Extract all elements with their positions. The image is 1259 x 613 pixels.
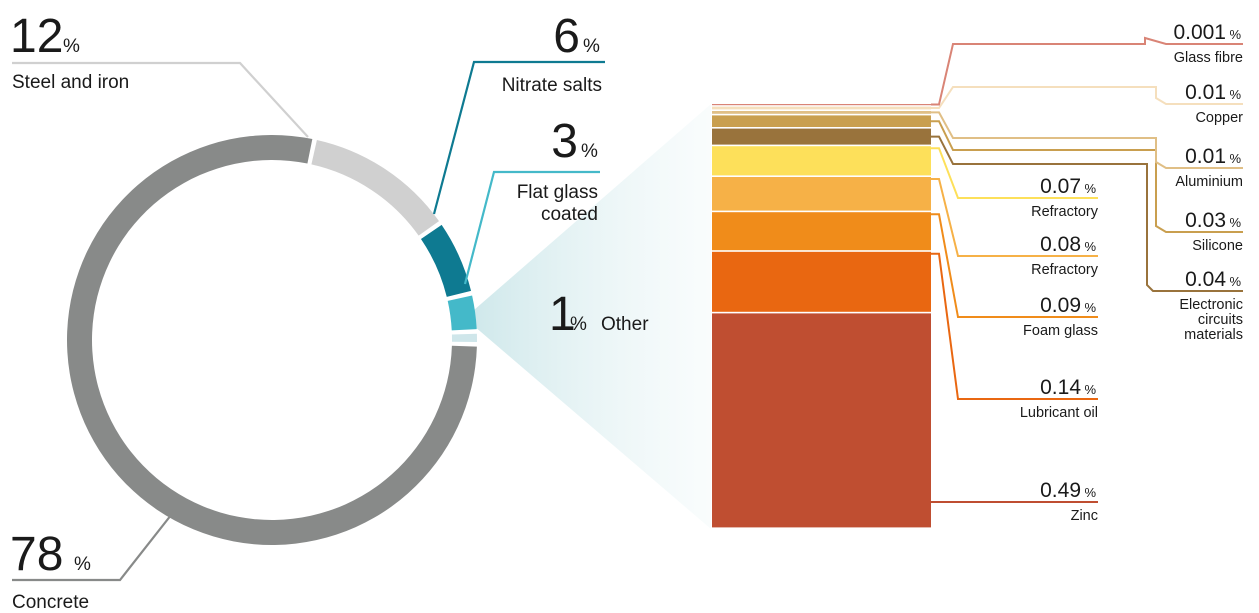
segment-unit-0: % [1084, 485, 1096, 500]
segment-unit-4: % [1084, 181, 1096, 196]
segment-value-4: 0.07 [1040, 175, 1081, 198]
leader-steel [12, 61, 309, 138]
segment-unit-9: % [1229, 27, 1241, 42]
column-segment-7 [712, 111, 931, 114]
segment-leader-4 [931, 147, 1098, 199]
segment-value-1: 0.14 [1040, 376, 1081, 399]
segment-label-6: Silicone [1192, 238, 1243, 254]
segment-value-6: 0.03 [1185, 209, 1226, 232]
segment-label-2: Foam glass [1023, 323, 1098, 339]
steel-value: 12 [10, 10, 63, 63]
steel-label: Steel and iron [12, 72, 129, 93]
other-label: Other [601, 314, 649, 335]
column-segment-5 [712, 128, 931, 145]
segment-value-9: 0.001 [1173, 21, 1226, 44]
segment-label-8: Copper [1195, 110, 1243, 126]
segment-label-3: Refractory [1031, 262, 1099, 278]
other-unit: % [570, 314, 587, 335]
donut-slice-nitrate-salts [420, 224, 472, 297]
segment-label-5-line3: materials [1184, 327, 1243, 343]
segment-unit-3: % [1084, 239, 1096, 254]
glass-label-line1: Flat glass [517, 182, 598, 203]
donut-slice-other [451, 333, 477, 342]
leader-glass [463, 170, 600, 285]
segment-label-0: Zinc [1071, 508, 1098, 524]
segment-unit-8: % [1229, 87, 1241, 102]
segment-value-7: 0.01 [1185, 145, 1226, 168]
segment-leader-7 [931, 111, 1243, 169]
steel-unit: % [63, 36, 80, 57]
segment-unit-5: % [1229, 274, 1241, 289]
column-segment-0 [712, 313, 931, 528]
column-segment-2 [712, 212, 931, 251]
glass-unit: % [581, 141, 598, 162]
column-segment-4 [712, 146, 931, 176]
column-segment-9 [712, 104, 931, 106]
segment-leader-3 [931, 178, 1098, 257]
segment-leader-5 [931, 135, 1243, 292]
segment-value-2: 0.09 [1040, 294, 1081, 317]
donut-chart [66, 134, 477, 545]
nitrate-value: 6 [553, 10, 580, 63]
segment-label-7: Aluminium [1175, 174, 1243, 190]
segment-value-8: 0.01 [1185, 81, 1226, 104]
segment-unit-2: % [1084, 300, 1096, 315]
donut-slice-steel-and-iron [311, 139, 439, 236]
column-segment-6 [712, 115, 931, 127]
column-segment-1 [712, 251, 931, 312]
segment-label-9: Glass fibre [1174, 50, 1243, 66]
glass-value: 3 [551, 115, 578, 168]
leader-concrete [12, 509, 176, 582]
donut-leaders [12, 60, 605, 582]
concrete-label: Concrete [12, 592, 89, 613]
stacked-column-labels: 0.49 % Zinc 0.14 % Lubricant oil 0.09 % Foam gla… [931, 21, 1243, 524]
other-breakout-fan [474, 104, 711, 529]
segment-value-3: 0.08 [1040, 233, 1081, 256]
concrete-unit: % [74, 554, 91, 575]
segment-value-5: 0.04 [1185, 268, 1226, 291]
donut-slice-flat-glass-coated [447, 295, 477, 331]
segment-unit-6: % [1229, 215, 1241, 230]
segment-leader-8 [931, 86, 1243, 109]
glass-label-line2: coated [541, 204, 598, 225]
segment-label-5-line1: Electronic [1179, 297, 1243, 313]
donut-labels: 12 % Steel and iron 6 % Nitrate salts 3 … [10, 10, 649, 613]
column-segment-8 [712, 106, 931, 110]
segment-value-0: 0.49 [1040, 479, 1081, 502]
leader-nitrate [432, 60, 605, 215]
segment-label-5-line2: circuits [1198, 312, 1243, 328]
segment-unit-1: % [1084, 382, 1096, 397]
column-segment-3 [712, 177, 931, 211]
segment-label-4: Refractory [1031, 204, 1099, 220]
segment-label-1: Lubricant oil [1020, 405, 1098, 421]
segment-leader-9 [931, 36, 1243, 106]
segment-leader-2 [931, 213, 1098, 318]
other-value: 1 [549, 288, 576, 341]
segment-leader-1 [931, 252, 1098, 400]
nitrate-label: Nitrate salts [502, 75, 602, 96]
concrete-value: 78 [10, 528, 63, 581]
stacked-column [712, 104, 931, 528]
nitrate-unit: % [583, 36, 600, 57]
segment-unit-7: % [1229, 151, 1241, 166]
